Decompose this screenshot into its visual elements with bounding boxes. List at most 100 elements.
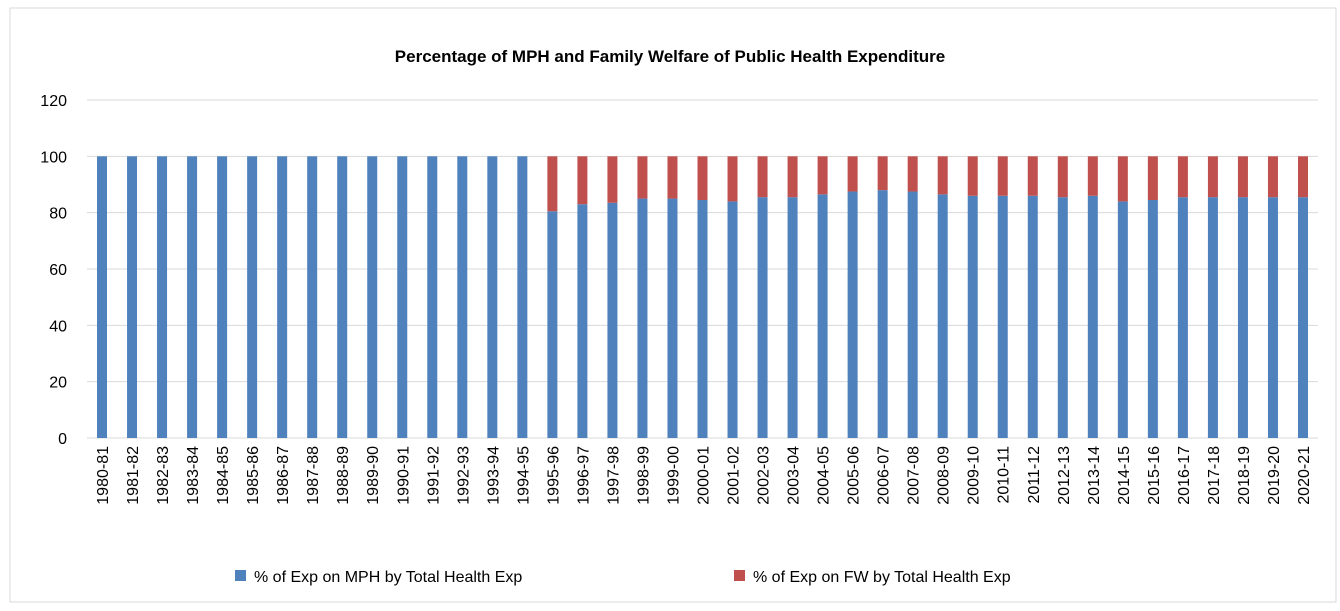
bar-segment bbox=[1297, 197, 1308, 438]
x-tick-label: 1993-94 bbox=[485, 446, 502, 505]
bar-segment bbox=[787, 197, 798, 438]
x-tick-label: 2011-12 bbox=[1026, 446, 1043, 504]
legend-swatch bbox=[734, 570, 745, 581]
bar-segment bbox=[427, 156, 438, 439]
bar-segment bbox=[547, 156, 558, 212]
bar-segment bbox=[1027, 156, 1038, 196]
bar-segment bbox=[937, 156, 948, 195]
bar-segment bbox=[817, 194, 828, 438]
x-tick-label: 1994-95 bbox=[515, 446, 532, 505]
bar-segment bbox=[337, 156, 348, 439]
bar-segment bbox=[847, 156, 858, 192]
x-tick-label: 1988-89 bbox=[335, 446, 352, 505]
bar-segment bbox=[1087, 156, 1098, 196]
y-tick-label: 40 bbox=[49, 318, 67, 335]
bar-segment bbox=[667, 156, 678, 199]
bar-segment bbox=[787, 156, 798, 198]
bar-segment bbox=[97, 156, 108, 439]
x-tick-label: 1990-91 bbox=[395, 446, 412, 505]
x-tick-label: 1987-88 bbox=[305, 446, 322, 505]
bar-segment bbox=[967, 156, 978, 196]
bar-segment bbox=[757, 156, 768, 198]
bar-segment bbox=[1057, 197, 1068, 438]
y-tick-label: 120 bbox=[40, 93, 67, 110]
bar-segment bbox=[997, 195, 1008, 438]
x-tick-label: 1986-87 bbox=[275, 446, 292, 505]
bar-segment bbox=[1177, 197, 1188, 438]
x-tick-label: 2004-05 bbox=[816, 446, 833, 505]
x-tick-label: 2003-04 bbox=[786, 446, 803, 505]
bar-segment bbox=[1297, 156, 1308, 198]
bar-segment bbox=[1117, 156, 1128, 202]
x-tick-label: 2020-21 bbox=[1296, 446, 1313, 505]
bar-segment bbox=[307, 156, 318, 439]
x-tick-label: 1995-96 bbox=[545, 446, 562, 505]
bar-segment bbox=[877, 190, 888, 438]
bar-segment bbox=[1237, 156, 1248, 198]
bar-segment bbox=[1267, 156, 1278, 198]
x-tick-label: 1996-97 bbox=[575, 446, 592, 505]
bar-segment bbox=[1207, 197, 1218, 438]
chart-title: Percentage of MPH and Family Welfare of … bbox=[395, 47, 945, 66]
x-tick-label: 2006-07 bbox=[876, 446, 893, 505]
x-tick-label: 1992-93 bbox=[455, 446, 472, 505]
bar-segment bbox=[607, 202, 618, 438]
x-tick-label: 2019-20 bbox=[1266, 446, 1283, 505]
x-tick-label: 1989-90 bbox=[365, 446, 382, 505]
bar-segment bbox=[697, 199, 708, 438]
legend-swatch bbox=[235, 570, 246, 581]
bar-segment bbox=[607, 156, 618, 203]
x-tick-label: 1985-86 bbox=[245, 446, 262, 505]
bar-segment bbox=[847, 191, 858, 438]
bar-segment bbox=[967, 195, 978, 438]
bar-segment bbox=[277, 156, 288, 439]
bar-segment bbox=[637, 198, 648, 438]
bar-segment bbox=[727, 201, 738, 438]
y-tick-label: 80 bbox=[49, 206, 67, 223]
x-tick-label: 2009-10 bbox=[966, 446, 983, 505]
x-tick-label: 1983-84 bbox=[185, 446, 202, 505]
y-tick-label: 0 bbox=[58, 431, 67, 448]
legend-label: % of Exp on MPH by Total Health Exp bbox=[254, 569, 522, 586]
bar-segment bbox=[757, 197, 768, 438]
x-tick-label: 1980-81 bbox=[95, 446, 112, 505]
y-tick-label: 100 bbox=[40, 149, 67, 166]
x-tick-label: 2002-03 bbox=[756, 446, 773, 505]
x-tick-label: 2012-13 bbox=[1056, 446, 1073, 505]
bar-segment bbox=[1087, 195, 1098, 438]
bar-segment bbox=[877, 156, 888, 191]
x-tick-label: 1981-82 bbox=[125, 446, 142, 505]
bar-segment bbox=[187, 156, 198, 439]
x-tick-label: 2015-16 bbox=[1146, 446, 1163, 505]
bar-segment bbox=[697, 156, 708, 200]
bar-segment bbox=[457, 156, 468, 439]
bar-segment bbox=[247, 156, 258, 439]
bar-segment bbox=[577, 156, 588, 205]
bar-segment bbox=[1177, 156, 1188, 198]
bar-segment bbox=[127, 156, 138, 439]
bar-segment bbox=[1147, 199, 1158, 438]
bar-segment bbox=[1267, 197, 1278, 438]
x-tick-label: 1999-00 bbox=[665, 446, 682, 505]
bar-segment bbox=[397, 156, 408, 439]
x-tick-label: 2013-14 bbox=[1086, 446, 1103, 505]
y-tick-label: 60 bbox=[49, 262, 67, 279]
bar-segment bbox=[727, 156, 738, 202]
x-tick-label: 2016-17 bbox=[1176, 446, 1193, 505]
bar-segment bbox=[997, 156, 1008, 196]
bar-segment bbox=[547, 211, 558, 438]
bar-segment bbox=[667, 198, 678, 438]
bar-segment bbox=[907, 156, 918, 192]
bar-segment bbox=[157, 156, 168, 439]
bar-segment bbox=[937, 194, 948, 438]
x-tick-label: 1998-99 bbox=[635, 446, 652, 505]
legend-label: % of Exp on FW by Total Health Exp bbox=[753, 569, 1011, 586]
bar-segment bbox=[637, 156, 648, 199]
x-tick-label: 2000-01 bbox=[696, 446, 713, 505]
bar-segment bbox=[907, 191, 918, 438]
bar-segment bbox=[367, 156, 378, 439]
x-tick-label: 1982-83 bbox=[155, 446, 172, 505]
bar-segment bbox=[1117, 201, 1128, 438]
x-tick-label: 2001-02 bbox=[726, 446, 743, 505]
x-tick-label: 2007-08 bbox=[906, 446, 923, 505]
